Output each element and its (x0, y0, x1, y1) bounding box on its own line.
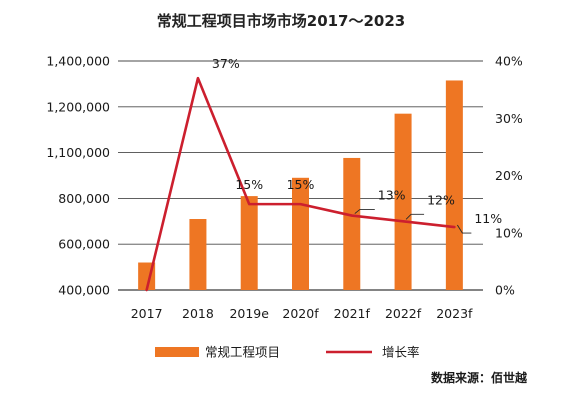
right-tick-label: 30% (495, 111, 523, 126)
growth-rate-line (145, 76, 456, 292)
rate-label: 15% (287, 177, 315, 192)
category-label: 2023f (436, 306, 473, 321)
chart-title: 常规工程项目市场市场2017～2023 (157, 12, 406, 30)
legend-line-label: 增长率 (382, 345, 420, 360)
bar (240, 196, 258, 290)
category-label: 2018 (182, 306, 214, 321)
x-axis-categories: 2017 2018 2019e 2020f 2021f 2022f 2023f (131, 306, 473, 321)
rate-label: 11% (474, 211, 502, 226)
growth-rate-labels: 37% 15% 15% 13% 12% 11% (212, 56, 502, 234)
legend-bar-label: 常规工程项目 (205, 345, 280, 360)
rate-label: 12% (427, 192, 455, 207)
bar (394, 113, 412, 290)
rate-label: 13% (378, 188, 406, 203)
bar (343, 157, 361, 290)
rate-label: 15% (235, 177, 263, 192)
left-tick-label: 400,000 (58, 283, 110, 298)
left-tick-label: 1,100,000 (46, 145, 110, 160)
category-label: 2017 (131, 306, 163, 321)
legend-bar-swatch (155, 347, 199, 357)
bar (189, 219, 207, 290)
category-label: 2020f (282, 306, 319, 321)
right-axis: 0% 10% 20% 30% 40% (495, 54, 523, 298)
source-note: 数据来源：佰世越 (431, 370, 528, 385)
bar (292, 177, 309, 290)
bar-series (138, 80, 463, 290)
right-tick-label: 20% (495, 168, 523, 183)
right-tick-label: 40% (495, 54, 523, 69)
rate-label-leader (456, 224, 472, 234)
category-label: 2022f (385, 306, 422, 321)
rate-label: 37% (212, 56, 240, 71)
bar (445, 80, 463, 290)
right-tick-label: 10% (495, 225, 523, 240)
category-label: 2021f (334, 306, 371, 321)
legend: 常规工程项目 增长率 (155, 345, 420, 360)
left-tick-label: 800,000 (58, 191, 110, 206)
left-axis: 400,000 600,000 800,000 1,100,000 1,200,000 1… (46, 54, 110, 298)
left-tick-label: 1,400,000 (46, 54, 110, 69)
left-tick-label: 1,200,000 (46, 99, 110, 114)
rate-label-leader (405, 213, 425, 220)
category-label: 2019e (229, 306, 269, 321)
rate-label-leader (354, 209, 375, 214)
left-tick-label: 600,000 (58, 237, 110, 252)
growth-rate-series (145, 76, 456, 292)
right-tick-label: 0% (495, 283, 515, 298)
